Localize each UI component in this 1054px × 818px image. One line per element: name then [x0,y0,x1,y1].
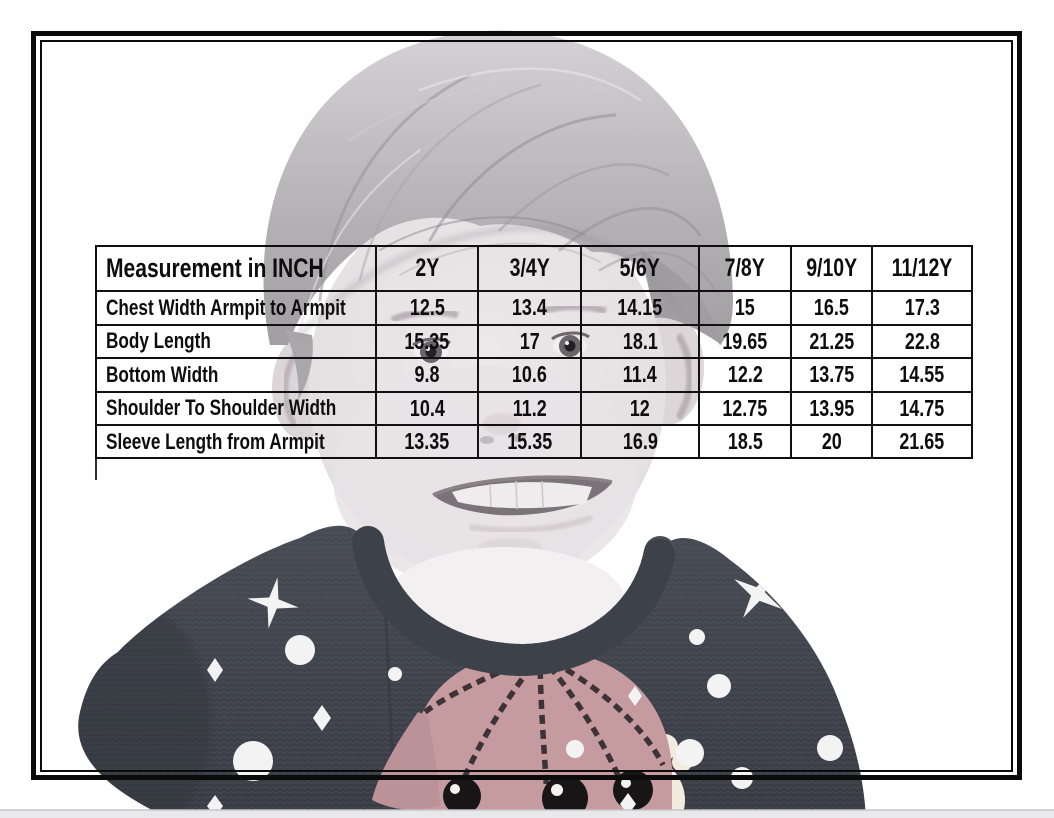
size-value-cell: 21.65 [899,428,945,454]
size-value-cell: 16.5 [792,292,873,326]
measurement-label: Body Length [97,325,377,359]
size-value-cell: 13.35 [377,426,479,457]
size-value-cell: 13.75 [792,359,873,393]
size-value-cell: 18.1 [582,325,700,359]
size-chart-table: Measurement in INCH 2Y 3/4Y 5/6Y 7/8Y 9/… [95,245,973,459]
size-col-header-3-4y: 3/4Y [479,247,582,292]
size-value-cell: 17 [479,325,582,359]
size-value-cell: 15.35 [479,426,582,457]
size-value-cell: 10.6 [479,359,582,393]
size-col-header-7-8y: 7/8Y [700,247,792,292]
size-value-cell: 16.9 [582,426,700,457]
size-value-cell: 12.5 [377,292,479,326]
boy-nose [480,413,526,444]
size-value-cell: 22.8 [873,326,971,359]
size-value-cell: 11.4 [582,359,700,393]
size-col-header-11-12y: 11/12Y [873,247,971,292]
size-value-cell: 10.4 [377,392,479,426]
size-value-cell: 14.75 [873,393,971,426]
size-value-cell: 19.65 [700,325,792,359]
size-value-cell: 15.35 [377,325,479,359]
size-col-header-5-6y: 5/6Y [582,247,700,292]
boy-sweater [78,525,866,818]
measurement-label: Sleeve Length from Armpit [97,426,377,457]
boy-face [308,189,666,590]
size-value-cell: 13.4 [479,292,582,326]
measurement-label: Shoulder To Shoulder Width [97,392,377,426]
boy-hair [263,30,733,400]
size-value-cell: 20 [792,426,873,457]
size-value-cell: 18.5 [700,426,792,457]
size-col-header-2y: 2Y [377,247,479,292]
size-value-cell: 11.2 [479,392,582,426]
size-col-header-9-10y: 9/10Y [792,247,873,292]
measurement-label: Bottom Width [97,359,377,393]
boy-mouth [432,475,613,534]
size-value-cell: 12.75 [700,392,792,426]
size-value-cell: 14.55 [873,359,971,393]
table-title: Measurement in INCH [106,253,324,283]
size-value-cell: 21.25 [792,325,873,359]
measurement-label: Chest Width Armpit to Armpit [97,292,377,326]
table-left-tick [95,459,97,480]
sweater-collar [352,526,676,677]
size-value-cell: 12.2 [700,359,792,393]
size-value-cell: 9.8 [377,359,479,393]
size-value-cell: 14.15 [582,292,700,326]
bottom-gray-strip [0,809,1054,818]
size-value-cell: 13.95 [792,392,873,426]
size-value-cell: 17.3 [873,292,971,326]
size-value-cell: 15 [700,292,792,326]
table-title-cell: Measurement in INCH [97,247,377,292]
boy-eyes [412,331,590,363]
size-value-cell: 12 [582,392,700,426]
